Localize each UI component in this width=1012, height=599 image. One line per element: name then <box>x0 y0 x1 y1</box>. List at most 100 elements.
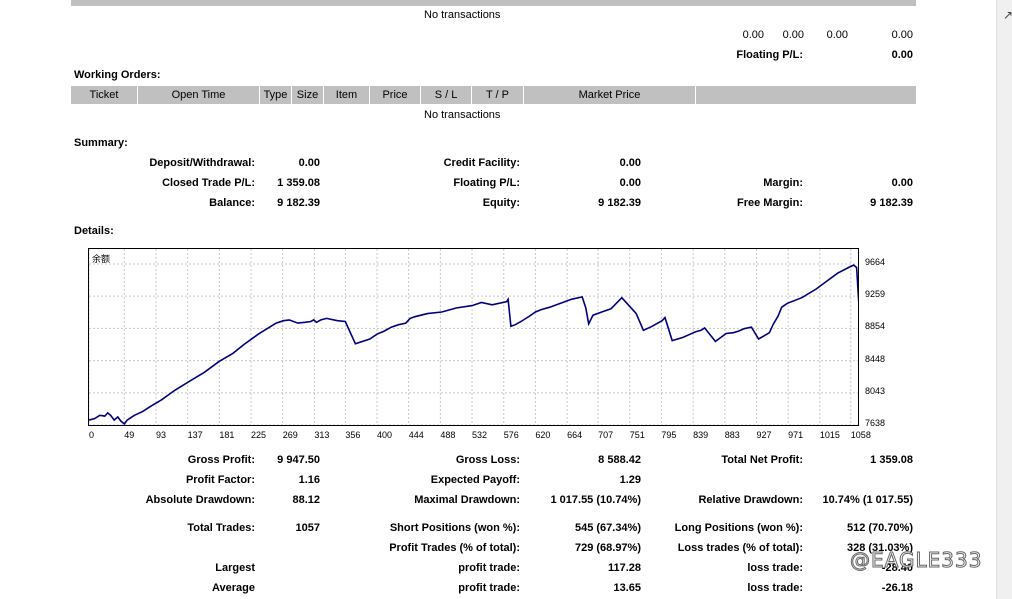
x-tick-label: 93 <box>155 430 166 440</box>
total-net-value: 1 359.08 <box>870 454 913 466</box>
x-tick-label: 444 <box>408 430 424 440</box>
short-positions-label: Short Positions (won %): <box>389 522 520 534</box>
x-tick-label: 751 <box>629 430 645 440</box>
vertical-scrollbar[interactable] <box>996 0 1012 599</box>
deposit-value: 0.00 <box>298 157 320 169</box>
closed-pl-value: 1 359.08 <box>277 177 320 189</box>
col-item: Item <box>324 86 370 104</box>
gross-profit-label: Gross Profit: <box>187 454 255 466</box>
profit-factor-value: 1.16 <box>298 474 320 486</box>
max-drawdown-label: Maximal Drawdown: <box>414 494 520 506</box>
x-tick-label: 356 <box>345 430 361 440</box>
balance-series-line <box>89 264 858 425</box>
gross-loss-label: Gross Loss: <box>455 454 520 466</box>
x-tick-label: 400 <box>377 430 393 440</box>
x-tick-label: 927 <box>756 430 772 440</box>
no-transactions-text: No transactions <box>424 9 501 21</box>
col-tp: T / P <box>472 86 524 104</box>
chart-title: 余额 <box>92 254 111 264</box>
free-margin-value: 9 182.39 <box>870 197 913 209</box>
y-tick-label: 9664 <box>865 257 886 267</box>
scroll-up-icon[interactable]: ↗ <box>1003 8 1012 22</box>
x-tick-label: 488 <box>440 430 456 440</box>
col-size: Size <box>292 86 324 104</box>
x-tick-label: 49 <box>124 430 135 440</box>
x-tick-label: 576 <box>503 430 519 440</box>
average-loss-label: loss trade: <box>747 582 803 594</box>
total-trades-value: 1057 <box>295 522 320 534</box>
total-commission: 0.00 <box>742 29 764 41</box>
watermark-text: @EAGLE333 <box>849 548 983 573</box>
profit-factor-label: Profit Factor: <box>185 474 255 486</box>
total-trades-label: Total Trades: <box>187 522 255 534</box>
y-tick-label: 9259 <box>865 289 886 300</box>
balance-label: Balance: <box>209 197 255 209</box>
long-positions-label: Long Positions (won %): <box>674 522 803 534</box>
x-tick-label: 269 <box>282 430 298 440</box>
x-tick-label: 839 <box>693 430 709 440</box>
total-net-label: Total Net Profit: <box>721 454 803 466</box>
loss-trades-label: Loss trades (% of total): <box>677 542 803 554</box>
x-tick-label: 181 <box>219 430 235 440</box>
largest-loss-label: loss trade: <box>747 562 803 574</box>
equity-value: 9 182.39 <box>598 197 641 209</box>
loss-trades-value: 328 (31.03%) <box>846 542 913 554</box>
col-market-price: Market Price <box>524 86 696 104</box>
largest-profit-label: profit trade: <box>458 562 520 574</box>
working-orders-title: Working Orders: <box>74 69 161 81</box>
rel-drawdown-value: 10.74% (1 017.55) <box>822 494 913 506</box>
expected-payoff-value: 1.29 <box>619 474 641 486</box>
balance-chart <box>88 248 859 426</box>
x-tick-label: 313 <box>314 430 330 440</box>
summary-floating-value: 0.00 <box>619 177 641 189</box>
balance-chart-svg <box>89 249 858 425</box>
col-price: Price <box>370 86 421 104</box>
total-profit: 0.00 <box>891 29 913 41</box>
y-tick-label: 8043 <box>865 385 886 396</box>
equity-label: Equity: <box>482 197 520 209</box>
y-tick-label: 7638 <box>865 418 886 428</box>
y-tick-label: 8448 <box>865 353 886 364</box>
profit-trades-value: 729 (68.97%) <box>574 542 641 554</box>
long-positions-value: 512 (70.70%) <box>846 522 913 534</box>
max-drawdown-value: 1 017.55 (10.74%) <box>550 494 641 506</box>
average-profit-value: 13.65 <box>613 582 641 594</box>
abs-drawdown-value: 88.12 <box>292 494 320 506</box>
average-loss-value: -26.18 <box>881 582 913 594</box>
working-orders-empty: No transactions <box>424 109 501 121</box>
credit-label: Credit Facility: <box>443 157 520 169</box>
summary-title: Summary: <box>74 137 128 149</box>
balance-value: 9 182.39 <box>277 197 320 209</box>
largest-loss-value: -28.40 <box>881 562 913 574</box>
details-title: Details: <box>74 225 114 237</box>
x-tick-label: 1015 <box>819 430 840 440</box>
floating-pl-value: 0.00 <box>891 49 913 61</box>
col-blank <box>696 86 916 104</box>
deposit-label: Deposit/Withdrawal: <box>149 157 255 169</box>
total-taxes: 0.00 <box>782 29 804 41</box>
gross-profit-value: 9 947.50 <box>277 454 320 466</box>
expected-payoff-label: Expected Payoff: <box>430 474 520 486</box>
short-positions-value: 545 (67.34%) <box>574 522 641 534</box>
x-tick-label: 664 <box>567 430 583 440</box>
x-tick-label: 620 <box>535 430 551 440</box>
col-ticket: Ticket <box>71 86 138 104</box>
x-tick-label: 707 <box>598 430 614 440</box>
floating-pl-label: Floating P/L: <box>736 49 803 61</box>
x-tick-label: 1058 <box>850 430 871 440</box>
largest-label: Largest <box>215 562 255 574</box>
gross-loss-value: 8 588.42 <box>598 454 641 466</box>
largest-profit-value: 117.28 <box>607 562 641 574</box>
y-tick-label: 8854 <box>865 321 886 332</box>
margin-value: 0.00 <box>891 177 913 189</box>
col-sl: S / L <box>421 86 472 104</box>
free-margin-label: Free Margin: <box>736 197 803 209</box>
average-profit-label: profit trade: <box>458 582 520 594</box>
working-orders-header: Ticket Open Time Type Size Item Price S … <box>71 86 916 104</box>
col-type: Type <box>260 86 292 104</box>
closed-pl-label: Closed Trade P/L: <box>162 177 255 189</box>
x-tick-label: 225 <box>251 430 267 440</box>
x-tick-label: 532 <box>472 430 488 440</box>
x-tick-label: 137 <box>187 430 203 440</box>
rel-drawdown-label: Relative Drawdown: <box>698 494 803 506</box>
